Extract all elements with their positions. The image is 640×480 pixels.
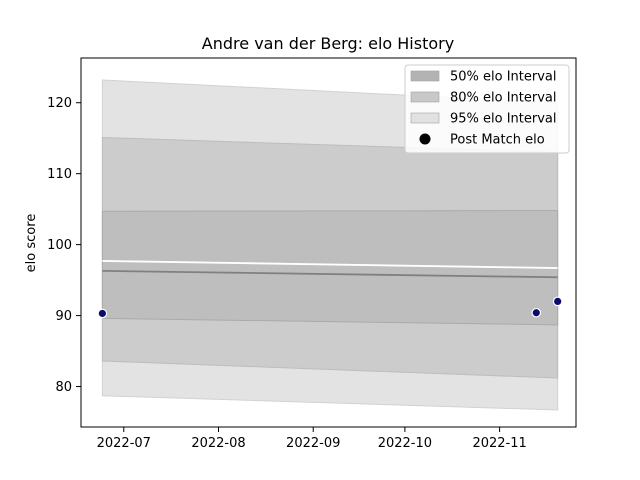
y-tick-label: 90 [55, 309, 72, 324]
legend-marker-post-match-elo [419, 133, 431, 145]
legend-label: 50% elo Interval [450, 70, 557, 85]
chart-title: Andre van der Berg: elo History [202, 34, 454, 53]
x-tick-label: 2022-07 [97, 436, 151, 451]
y-tick-label: 100 [47, 238, 72, 253]
legend: 50% elo Interval 80% elo Interval 95% elo … [404, 64, 570, 154]
x-axis: 2022-07 2022-08 2022-09 2022-10 2022-11 [97, 427, 527, 451]
post-match-elo-point [552, 296, 563, 307]
upper-reference-line [102, 260, 558, 269]
y-axis-label: elo score [24, 214, 39, 273]
axes-frame [80, 57, 577, 428]
post-match-elo-point [531, 307, 542, 318]
post-match-elo-point [97, 308, 108, 319]
legend-label: 80% elo Interval [450, 91, 557, 106]
y-tick-label: 80 [55, 380, 72, 395]
x-tick-label: 2022-09 [286, 436, 340, 451]
mean-line [102, 269, 558, 279]
legend-swatch-50-elo-interval [410, 70, 440, 82]
legend-label: Post Match elo [450, 133, 545, 148]
y-tick-label: 120 [47, 96, 72, 111]
y-axis: 80 90 100 110 120 [47, 96, 81, 395]
y-tick-label: 110 [47, 167, 72, 182]
x-tick-label: 2022-08 [191, 436, 245, 451]
x-tick-label: 2022-11 [472, 436, 526, 451]
x-tick-label: 2022-10 [378, 436, 432, 451]
50-elo-interval-band [101, 210, 559, 326]
plot-area [97, 79, 563, 411]
legend-label: 95% elo Interval [450, 112, 557, 127]
legend-box [404, 64, 570, 154]
legend-swatch-95-elo-interval [410, 112, 440, 124]
legend-swatch-80-elo-interval [410, 91, 440, 103]
